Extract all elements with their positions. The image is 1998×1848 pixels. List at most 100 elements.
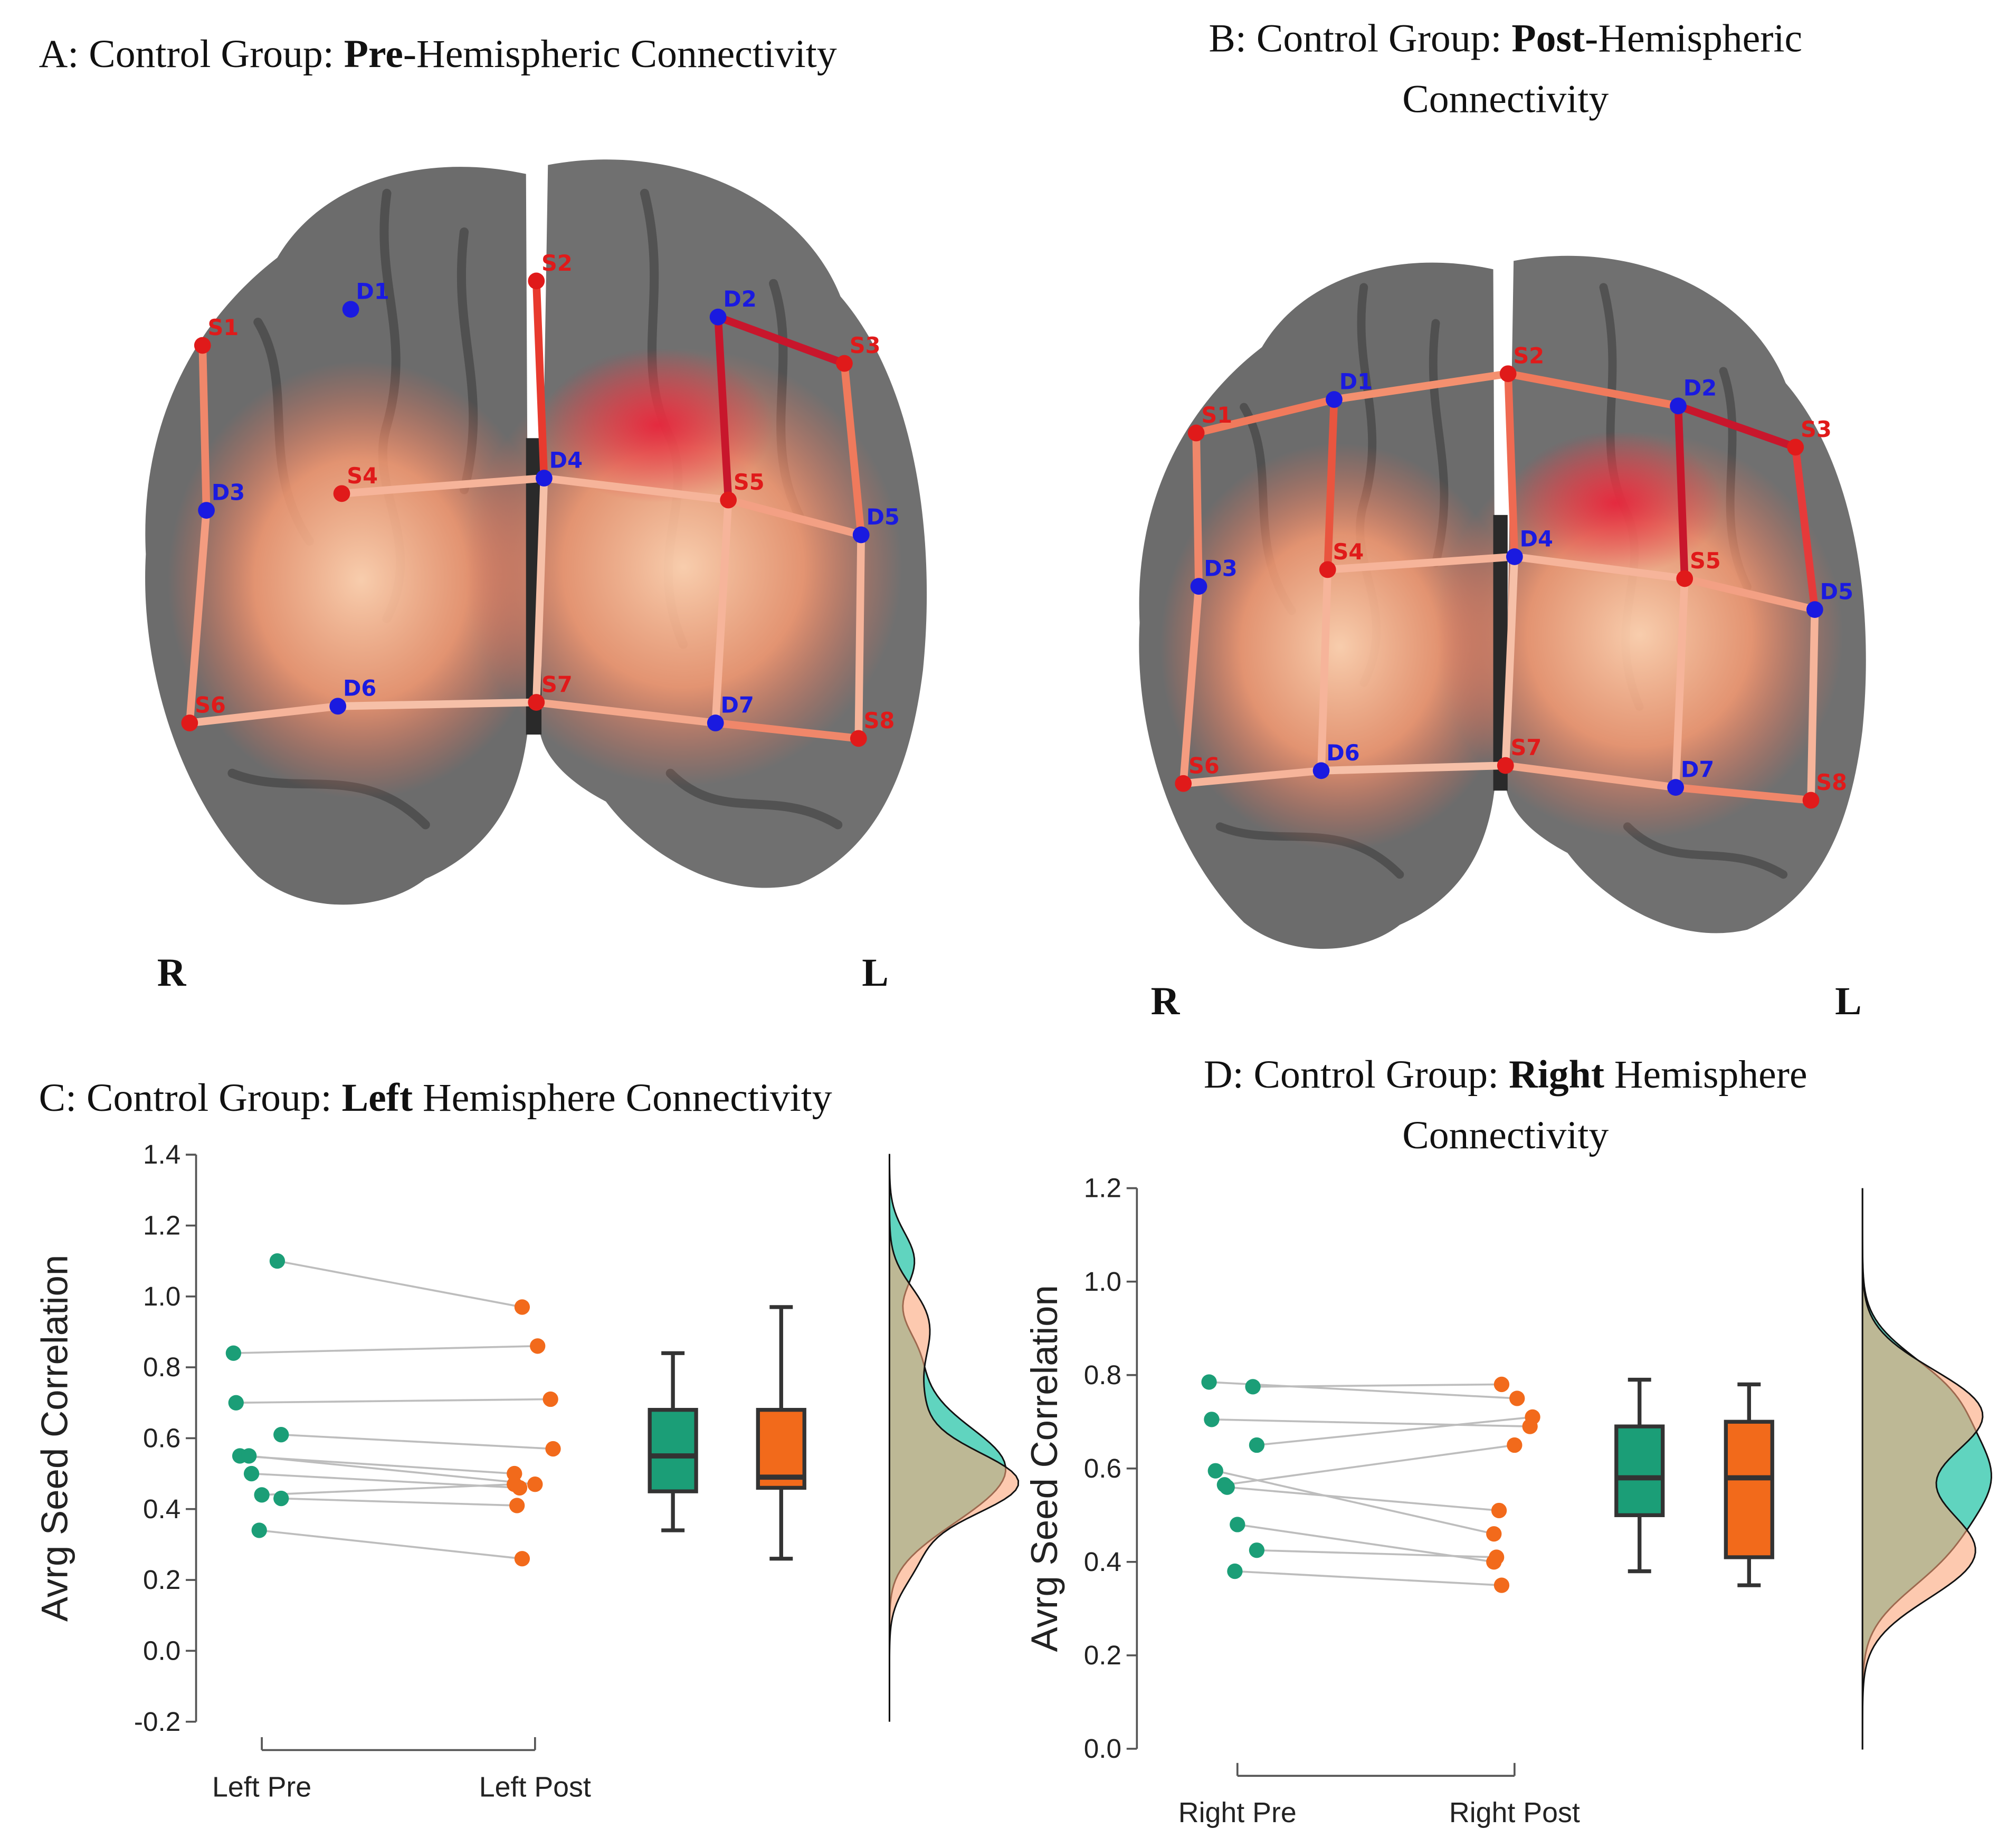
point <box>1525 1409 1540 1425</box>
pair-line <box>1227 1486 1499 1512</box>
side-label: R <box>1151 979 1181 1023</box>
pair-line <box>1234 1570 1502 1586</box>
panel-title: Connectivity <box>1402 1113 1609 1157</box>
title-part: -Hemispheric <box>1585 17 1802 61</box>
title-part: Connectivity <box>1402 77 1609 121</box>
y-tick-label: 0.4 <box>143 1494 180 1524</box>
optode-label: S5 <box>1690 548 1721 574</box>
y-tick-label: 0.2 <box>143 1565 180 1595</box>
optode-label: S7 <box>541 671 573 697</box>
point <box>1509 1390 1525 1406</box>
connection <box>1324 399 1338 570</box>
title-part: Hemisphere <box>1604 1053 1807 1097</box>
optode <box>1506 548 1523 565</box>
y-tick-label: 0.6 <box>1084 1453 1121 1483</box>
optode-label: S8 <box>864 708 895 734</box>
connection <box>717 313 846 367</box>
point <box>509 1498 525 1513</box>
connection <box>854 535 865 739</box>
connection <box>1195 395 1335 437</box>
point <box>545 1441 561 1457</box>
panel-title: A: Control Group: Pre-Hemispheric Connec… <box>39 32 837 76</box>
connection <box>1504 373 1519 557</box>
side-label: R <box>157 951 187 995</box>
y-tick-label: 0.0 <box>1084 1733 1121 1764</box>
y-axis-label: Avrg Seed Correlation <box>34 1255 75 1622</box>
box <box>1614 1424 1665 1517</box>
title-part: B: Control Group: <box>1209 17 1511 61</box>
x-tick-label: Left Post <box>479 1771 591 1803</box>
connection <box>1677 402 1797 451</box>
point <box>243 1465 260 1482</box>
optode-label: D6 <box>343 675 376 701</box>
point <box>1201 1374 1217 1390</box>
connection <box>536 698 716 727</box>
connection <box>189 702 339 727</box>
brain-a <box>145 159 927 904</box>
optode-label: S5 <box>734 469 765 495</box>
optode <box>1499 365 1517 383</box>
connection <box>1671 578 1689 788</box>
connection <box>1791 446 1819 610</box>
y-tick-label: 0.0 <box>143 1635 180 1665</box>
side-label: L <box>862 951 888 995</box>
pair-line <box>236 1398 551 1404</box>
optode <box>1187 424 1205 442</box>
optode <box>1787 439 1804 456</box>
connection <box>544 474 729 504</box>
pair-line <box>262 1483 515 1496</box>
point <box>1227 1563 1243 1579</box>
point <box>1207 1463 1223 1479</box>
optode <box>333 485 350 502</box>
point <box>507 1477 522 1492</box>
connection <box>1179 586 1203 784</box>
title-part: D: Control Group: <box>1204 1053 1509 1097</box>
optode-label: D7 <box>721 692 754 718</box>
pair-line <box>1257 1549 1497 1558</box>
point <box>273 1490 289 1507</box>
title-part: Pre <box>344 32 403 76</box>
connection <box>1321 761 1506 775</box>
point <box>1249 1542 1265 1558</box>
optode <box>709 308 727 326</box>
layer: A: Control Group: Pre-Hemispheric Connec… <box>34 17 1992 1828</box>
y-tick-label: -0.2 <box>134 1707 180 1737</box>
optode-label: S3 <box>850 332 881 358</box>
optode <box>1319 561 1336 578</box>
point <box>527 1477 543 1492</box>
pair-line <box>281 1433 554 1450</box>
connection <box>532 478 548 703</box>
optode <box>1190 578 1207 595</box>
optode-label: S1 <box>1201 402 1232 428</box>
panel-title: Connectivity <box>1402 77 1609 121</box>
brain-b <box>1139 256 1866 949</box>
optode <box>707 715 724 731</box>
x-tick-label: Right Post <box>1449 1797 1580 1828</box>
optode-label: D1 <box>1339 369 1373 395</box>
optode-label: S6 <box>1188 752 1220 778</box>
connection <box>1317 569 1332 771</box>
pair-line <box>1209 1381 1517 1399</box>
optode-label: S1 <box>208 315 239 340</box>
optode-label: D5 <box>866 504 899 530</box>
connection <box>1192 433 1203 587</box>
optode-label: S4 <box>1333 539 1364 565</box>
connection <box>840 363 865 536</box>
connection <box>338 698 537 710</box>
point <box>1230 1517 1245 1532</box>
point <box>228 1395 244 1411</box>
pair-line <box>249 1455 536 1485</box>
optode <box>850 730 867 747</box>
connection <box>1505 761 1677 792</box>
optode <box>194 337 211 354</box>
pair-line <box>1215 1470 1495 1535</box>
optode <box>1667 779 1684 796</box>
y-tick-label: 0.2 <box>1084 1640 1121 1670</box>
connection <box>1683 575 1816 614</box>
y-tick-label: 1.4 <box>143 1139 180 1169</box>
y-tick-label: 0.8 <box>1084 1360 1121 1390</box>
point <box>1245 1379 1261 1395</box>
title-part: Left <box>342 1076 413 1120</box>
